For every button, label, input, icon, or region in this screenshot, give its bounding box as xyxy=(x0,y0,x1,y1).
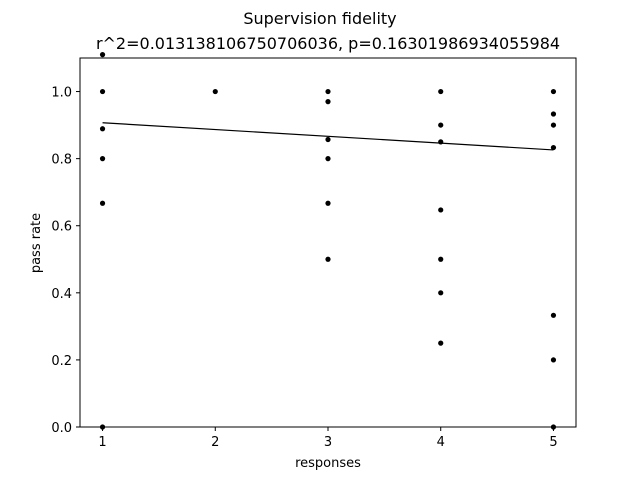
scatter-point xyxy=(550,88,557,95)
scatter-point xyxy=(550,144,557,151)
scatter-point xyxy=(550,357,557,363)
y-axis: 0.0 0.2 0.4 0.6 0.8 1.0 xyxy=(51,86,80,436)
x-tick-label: 4 xyxy=(437,435,445,450)
x-tick-label: 5 xyxy=(549,435,557,450)
scatter-point xyxy=(99,200,106,206)
y-tick-label: 0.8 xyxy=(51,153,72,168)
x-tick-label: 1 xyxy=(98,435,106,450)
y-tick-label: 0.0 xyxy=(51,421,72,436)
y-tick-label: 1.0 xyxy=(51,86,72,101)
scatter-point xyxy=(438,139,444,145)
scatter-point xyxy=(212,88,218,95)
chart-subtitle: r^2=0.013138106750706036, p=0.1630198693… xyxy=(96,34,560,53)
scatter-point xyxy=(99,88,106,95)
scatter-point xyxy=(325,136,331,143)
scatter-point xyxy=(438,88,444,95)
x-axis-label: responses xyxy=(295,456,361,471)
regression-line xyxy=(102,122,554,151)
scatter-point xyxy=(550,111,557,117)
scatter-point xyxy=(550,122,557,128)
scatter-point xyxy=(325,99,331,105)
scatter-point xyxy=(438,340,444,346)
scatter-point xyxy=(325,88,331,95)
scatter-point xyxy=(325,156,331,162)
x-tick-label: 2 xyxy=(211,435,219,450)
scatter-point xyxy=(438,207,444,213)
chart-title: Supervision fidelity xyxy=(243,9,396,28)
scatter-point xyxy=(99,52,106,58)
x-axis: 1 2 3 4 5 xyxy=(98,427,558,450)
scatter-point xyxy=(438,256,444,262)
scatter-point xyxy=(438,290,444,296)
y-tick-label: 0.4 xyxy=(51,287,72,302)
scatter-point xyxy=(99,126,106,132)
scatter-point xyxy=(550,312,557,318)
y-tick-label: 0.6 xyxy=(51,220,72,235)
scatter-point xyxy=(438,122,444,128)
scatter-point xyxy=(325,200,331,206)
y-tick-label: 0.2 xyxy=(51,354,72,369)
scatter-point xyxy=(325,256,331,262)
scatter-point xyxy=(99,156,106,162)
axes-frame xyxy=(79,57,577,428)
x-tick-label: 3 xyxy=(324,435,332,450)
y-axis-label: pass rate xyxy=(29,213,44,273)
plot-area xyxy=(99,52,557,430)
